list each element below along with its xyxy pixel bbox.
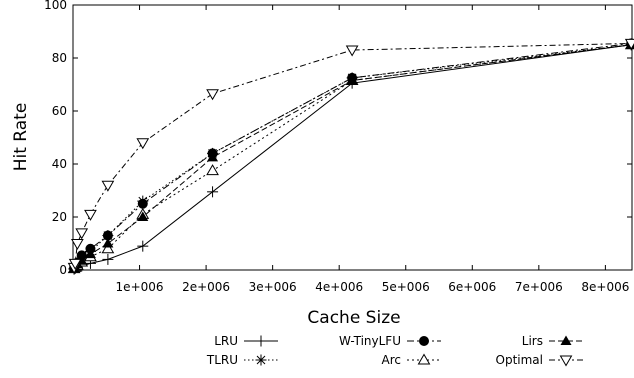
- legend-label: W-TinyLFU: [339, 334, 401, 348]
- x-tick-label: 1e+006: [116, 280, 164, 294]
- legend-item-w-tinylfu: W-TinyLFU: [339, 334, 441, 348]
- data-point-lirs: [346, 75, 358, 85]
- data-point-lru: [102, 253, 114, 265]
- data-point-optimal: [68, 258, 82, 270]
- data-point-arc: [101, 242, 115, 254]
- x-tick-label: 3e+006: [249, 280, 297, 294]
- y-tick-label: 60: [52, 104, 67, 118]
- legend-marker: [255, 335, 267, 347]
- data-point-lirs: [102, 238, 114, 248]
- legend-marker: [255, 354, 267, 366]
- marker-stroke: [256, 355, 266, 365]
- plot-area-frame: [72, 4, 633, 271]
- legend-label: LRU: [214, 334, 238, 348]
- x-tick-label: 5e+006: [382, 280, 430, 294]
- x-tick-label: 6e+006: [448, 280, 496, 294]
- legend-marker: [417, 353, 431, 365]
- data-point-optimal: [70, 239, 84, 250]
- x-tick-label: 7e+006: [515, 280, 563, 294]
- data-point-arc: [206, 164, 219, 176]
- x-tick-label: 8e+006: [581, 280, 629, 294]
- legend-item-lru: LRU: [214, 334, 278, 348]
- data-point-lru: [207, 186, 219, 198]
- y-tick-label: 100: [44, 0, 67, 12]
- data-point-w-tinylfu: [102, 230, 113, 241]
- data-point-lirs: [84, 248, 96, 259]
- data-point-w-tinylfu: [137, 198, 148, 209]
- legend-label: TLRU: [206, 353, 238, 367]
- data-point-optimal: [75, 228, 89, 240]
- y-axis-title: Hit Rate: [11, 103, 31, 172]
- data-point-lirs: [207, 151, 219, 162]
- y-tick-label: 20: [52, 210, 67, 224]
- data-point-optimal: [206, 89, 219, 101]
- legend-marker: [419, 336, 429, 346]
- data-point-optimal: [345, 45, 359, 57]
- legend-item-optimal: Optimal: [496, 353, 583, 367]
- legend-label: Optimal: [496, 353, 543, 367]
- legend-item-arc: Arc: [382, 353, 441, 367]
- data-point-lru: [137, 240, 149, 252]
- legend-label: Arc: [382, 353, 401, 367]
- data-point-lirs: [137, 211, 149, 221]
- legend-item-lirs: Lirs: [522, 334, 583, 348]
- series-line-optimal: [73, 42, 632, 268]
- data-point-optimal: [84, 209, 97, 221]
- data-point-optimal: [136, 138, 150, 150]
- legend-label: Lirs: [522, 334, 543, 348]
- x-axis-title: Cache Size: [307, 308, 400, 328]
- y-tick-label: 80: [52, 51, 67, 65]
- y-tick-label: 0: [59, 263, 67, 277]
- x-tick-label: 4e+006: [315, 280, 363, 294]
- x-tick-label: 2e+006: [182, 280, 230, 294]
- legend-item-tlru: TLRU: [206, 353, 278, 367]
- legend-marker: [560, 335, 572, 345]
- legend-marker: [559, 355, 573, 367]
- y-tick-label: 40: [52, 157, 67, 171]
- data-point-optimal: [101, 180, 115, 192]
